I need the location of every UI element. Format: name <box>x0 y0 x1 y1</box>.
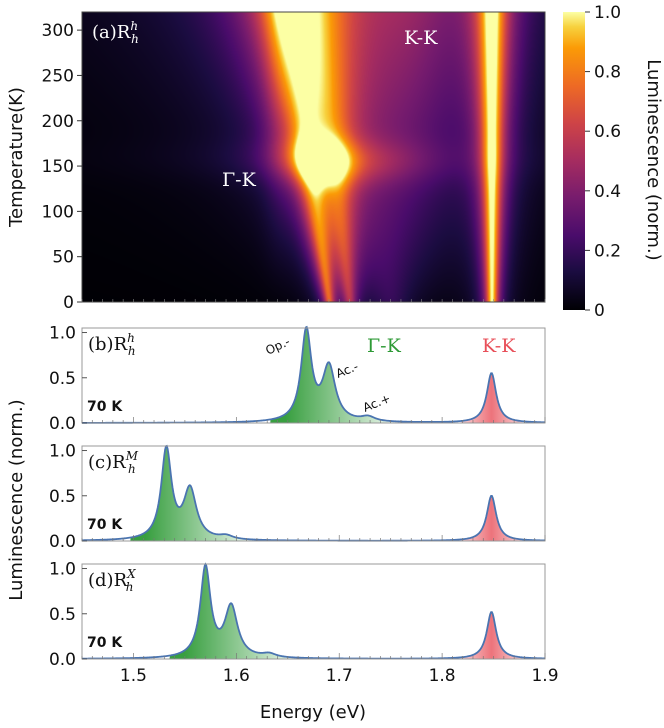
heatmap-y-tick-label: 50 <box>52 248 74 268</box>
y-tick-label: 1.0 <box>49 560 76 580</box>
y-tick-label: 1.0 <box>49 324 76 344</box>
k-k-fill <box>460 373 523 423</box>
colorbar-label: Luminescence (norm.) <box>643 59 664 260</box>
panel-label: (c)RM h <box>88 449 139 476</box>
peak-label-op-minus: Op.- <box>263 334 292 357</box>
x-tick-label: 1.5 <box>120 666 147 686</box>
region-label-gamma-k: Γ-K <box>367 335 402 357</box>
x-axis-label: Energy (eV) <box>260 702 366 723</box>
colorbar-tick-label: 0.4 <box>594 182 621 202</box>
heatmap-y-tick-label: 0 <box>63 293 74 313</box>
annotation-gamma-k: Γ-K <box>222 169 257 191</box>
heatmap-y-tick-label: 300 <box>42 21 74 41</box>
annotation-k-k: K-K <box>404 27 438 49</box>
heatmap-canvas-holder <box>82 12 545 302</box>
heatmap-y-tick-label: 150 <box>42 157 74 177</box>
temperature-label: 70 K <box>87 517 123 533</box>
panel-frame <box>81 445 546 542</box>
temperature-label: 70 K <box>87 635 123 651</box>
colorbar-tick-label: 0 <box>594 301 605 321</box>
x-tick-label: 1.9 <box>531 666 558 686</box>
x-tick-label: 1.7 <box>326 666 353 686</box>
y-tick-label: 0.0 <box>49 414 76 434</box>
y-tick-label: 0.5 <box>49 369 76 389</box>
k-k-fill <box>460 495 523 541</box>
spectrum-line <box>81 444 545 542</box>
heatmap-frame <box>81 11 546 303</box>
colorbar-gradient <box>563 12 585 310</box>
x-tick-label: 1.6 <box>223 666 250 686</box>
k-k-fill <box>460 612 523 659</box>
y-tick-label: 0.0 <box>49 650 76 670</box>
y-tick-label: 0.0 <box>49 532 76 552</box>
spectrum-panel: 0.0 0.5 1.0 (c)RM h 70 K <box>49 442 546 552</box>
panel-label: (d)RX h <box>88 567 136 594</box>
heatmap-y-tick-label: 100 <box>42 202 74 222</box>
temperature-label: 70 K <box>87 399 123 415</box>
panel-frame <box>81 563 546 660</box>
spectrum-panel: 0.0 0.5 1.0 (d)RX h 70 K <box>49 560 546 670</box>
y-tick-label: 0.5 <box>49 605 76 625</box>
heatmap-y-ticks: 0 50 100 150 200 250 300 <box>42 21 546 313</box>
peak-label-ac-minus: Ac.- <box>334 359 360 381</box>
colorbar-tick-label: 0.2 <box>594 241 621 261</box>
y-tick-label: 0.5 <box>49 487 76 507</box>
panel-frame <box>81 327 546 424</box>
spectrum-panel: 0.0 0.5 1.0 (b)Rh h 70 K <box>49 324 546 434</box>
colorbar: 0 0.2 0.4 0.6 0.8 1.0 Luminescence (norm.) <box>563 3 664 321</box>
spectrum-line <box>82 562 545 660</box>
heatmap-y-axis-label: Temperature(K) <box>6 87 27 228</box>
gamma-k-fill <box>130 445 257 541</box>
spectra-panels: 0.00.51.0(b)Rh h70 K0.00.51.0(c)RM h70 K0.… <box>49 324 559 686</box>
heatmap-panel: 0 50 100 150 200 250 300 (a)Rh h Γ-K K-K Temper… <box>6 11 546 313</box>
colorbar-ticks: 0 0.2 0.4 0.6 0.8 1.0 <box>585 3 621 321</box>
shared-y-axis-label: Luminescence (norm.) <box>6 399 27 600</box>
region-label-k-k: K-K <box>482 335 516 357</box>
panel-label: (b)Rh h <box>88 331 136 358</box>
heatmap-y-tick-label: 250 <box>42 66 74 86</box>
gamma-k-fill <box>270 326 399 423</box>
peak-label-ac-plus: Ac.+ <box>361 391 393 415</box>
heatmap-panel-label: (a)Rh h <box>92 19 139 46</box>
x-tick-label: 1.8 <box>429 666 456 686</box>
colorbar-tick-label: 0.6 <box>594 122 621 142</box>
panel-b-annotations: Γ-K K-K Op.- Ac.- Ac.+ <box>263 334 516 414</box>
heatmap-y-tick-label: 200 <box>42 112 74 132</box>
y-tick-label: 1.0 <box>49 442 76 462</box>
colorbar-tick-label: 1.0 <box>594 3 621 23</box>
colorbar-tick-label: 0.8 <box>594 63 621 83</box>
